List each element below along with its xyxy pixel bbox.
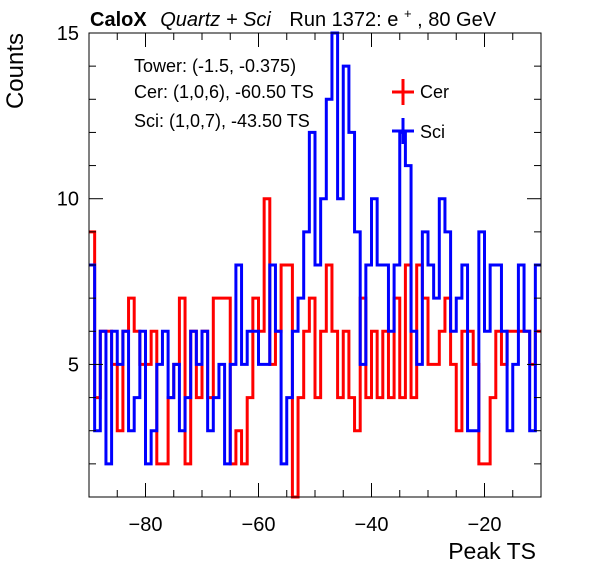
histogram-lines xyxy=(89,31,541,499)
info-tower: Tower: (-1.5, -0.375) xyxy=(134,56,296,76)
run-superscript: + xyxy=(404,6,412,21)
run-label: Run 1372: e xyxy=(289,9,398,31)
legend-cer-label: Cer xyxy=(420,82,449,102)
y-tick-label: 5 xyxy=(68,354,79,376)
legend-cer-marker xyxy=(392,79,414,105)
x-tick-label: −80 xyxy=(129,514,163,536)
x-axis-label: Peak TS xyxy=(448,538,536,564)
info-sci: Sci: (1,0,7), -43.50 TS xyxy=(134,111,310,131)
legend: Cer Sci xyxy=(392,79,449,144)
axis-tick-labels: −80 −60 −40 −20 5 10 15 xyxy=(57,23,502,536)
y-tick-label: 10 xyxy=(57,189,79,211)
header-title: CaloX Quartz + Sci Run 1372: e + , 80 Ge… xyxy=(90,1,497,31)
series-cer-line xyxy=(89,197,541,499)
series-sci-line xyxy=(89,31,541,466)
legend-sci-label: Sci xyxy=(420,122,445,142)
axis-ticks xyxy=(88,32,542,498)
brand-label: CaloX xyxy=(90,9,147,31)
detector-label: Quartz + Sci xyxy=(160,9,271,31)
info-cer: Cer: (1,0,6), -60.50 TS xyxy=(134,82,314,102)
x-tick-label: −40 xyxy=(355,514,389,536)
x-tick-label: −20 xyxy=(468,514,502,536)
x-tick-label: −60 xyxy=(242,514,276,536)
legend-sci-marker xyxy=(392,118,414,144)
y-tick-label: 15 xyxy=(57,23,79,45)
y-axis-label: Counts xyxy=(2,33,29,109)
run-energy: , 80 GeV xyxy=(417,9,497,31)
